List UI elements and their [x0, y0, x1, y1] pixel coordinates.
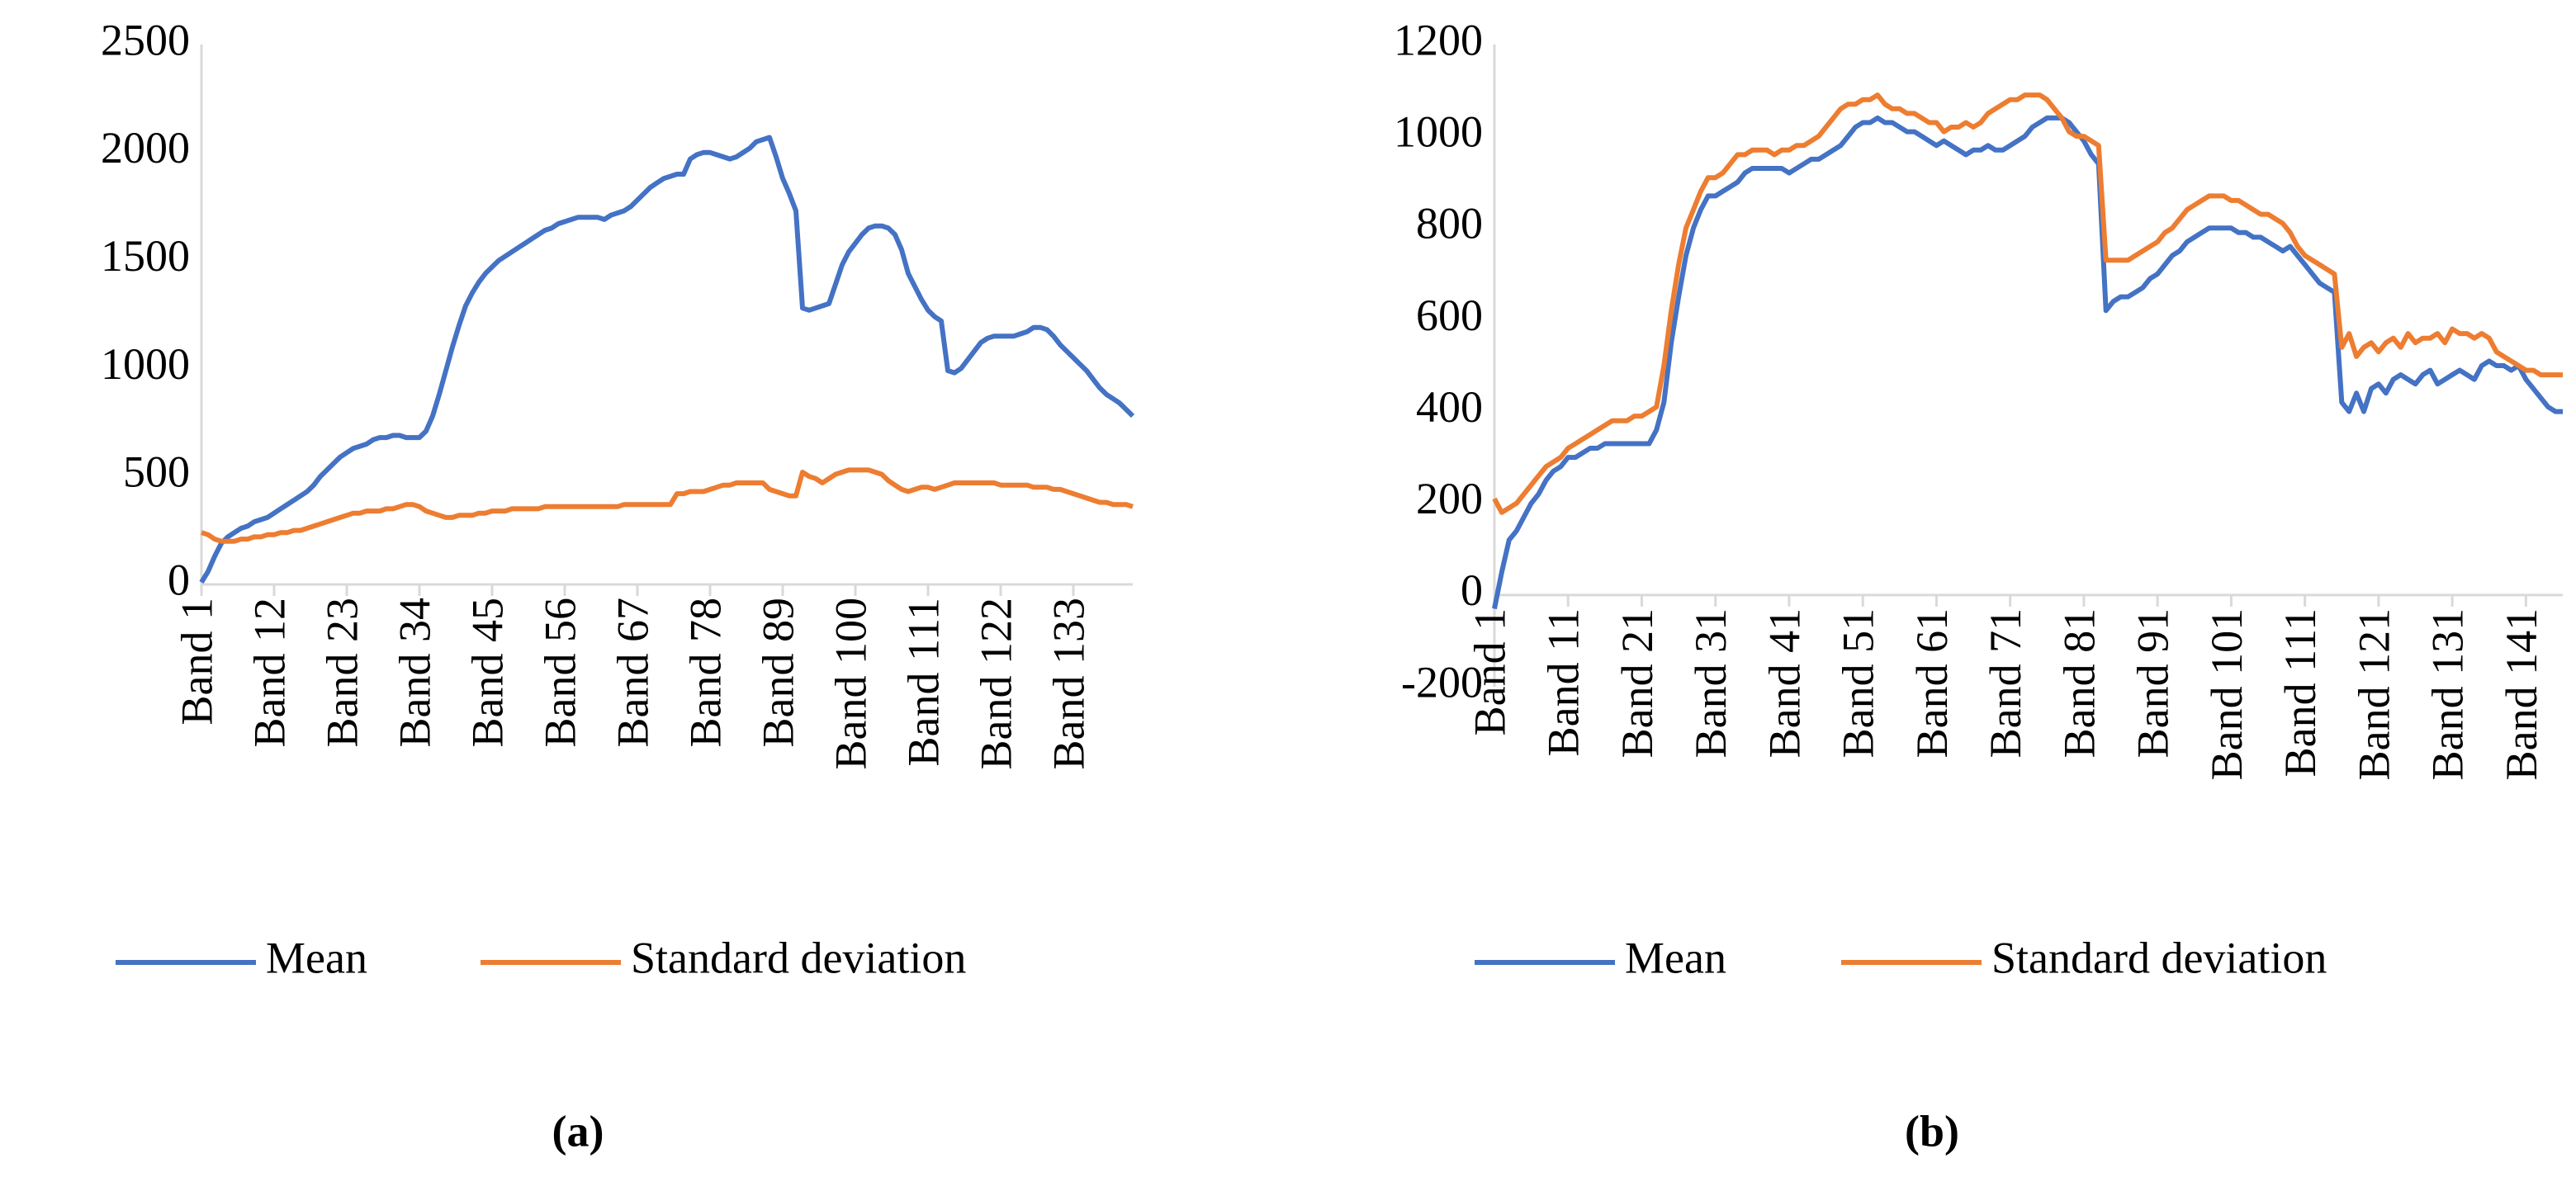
- x-tick-label: Band 131: [2423, 608, 2473, 781]
- x-tick-label: Band 133: [1044, 598, 1093, 770]
- x-tick-label: Band 56: [535, 598, 585, 748]
- y-tick-label: 1000: [101, 339, 190, 389]
- x-tick-label: Band 1: [172, 598, 221, 726]
- y-tick-label: 0: [168, 555, 190, 604]
- x-tick-label: Band 41: [1759, 608, 1809, 759]
- x-tick-label: Band 101: [2202, 608, 2252, 781]
- y-tick-label: 2500: [101, 15, 190, 64]
- x-tick-label: Band 21: [1612, 608, 1662, 759]
- x-tick-label: Band 111: [2275, 608, 2325, 777]
- x-tick-label: Band 31: [1686, 608, 1735, 759]
- y-tick-label: 200: [1416, 474, 1483, 523]
- x-tick-label: Band 141: [2497, 608, 2546, 781]
- y-tick-label: 800: [1416, 199, 1483, 248]
- x-tick-label: Band 71: [1981, 608, 2030, 759]
- data-line: [1492, 115, 2563, 610]
- y-tick-label: 400: [1416, 382, 1483, 432]
- x-tick-label: Band 34: [390, 598, 439, 748]
- x-tick-label: Band 12: [244, 598, 294, 748]
- y-tick-label: 0: [1461, 565, 1483, 615]
- y-tick-label: 2000: [101, 123, 190, 173]
- x-tick-label: Band 11: [1539, 608, 1589, 756]
- x-tick-label: Band 111: [898, 598, 948, 766]
- x-tick-label: Band 23: [317, 598, 367, 748]
- y-tick-label: 1000: [1394, 107, 1483, 157]
- legend-label: Mean: [1625, 933, 1726, 982]
- x-tick-label: Band 91: [2129, 608, 2178, 759]
- x-tick-label: Band 89: [753, 598, 803, 748]
- legend-label: Standard deviation: [631, 933, 966, 982]
- x-tick-label: Band 81: [2054, 608, 2104, 759]
- y-tick-label: 600: [1416, 291, 1483, 340]
- x-tick-label: Band 100: [826, 598, 875, 770]
- y-tick-label: 500: [123, 447, 190, 497]
- y-tick-label: 1200: [1394, 15, 1483, 64]
- panel-label: (a): [552, 1106, 604, 1156]
- x-tick-label: Band 51: [1834, 608, 1883, 759]
- x-tick-label: Band 121: [2349, 608, 2398, 781]
- x-tick-label: Band 78: [680, 598, 730, 748]
- x-tick-label: Band 67: [608, 598, 657, 748]
- legend-label: Mean: [266, 933, 367, 982]
- data-line: [1492, 92, 2563, 515]
- x-tick-label: Band 122: [971, 598, 1020, 770]
- y-tick-label: 1500: [101, 231, 190, 281]
- x-tick-label: Band 45: [462, 598, 512, 748]
- panel-label: (b): [1905, 1106, 1959, 1156]
- x-tick-label: Band 61: [1907, 608, 1957, 759]
- x-tick-label: Band 1: [1465, 608, 1514, 736]
- data-line: [201, 467, 1134, 544]
- y-tick-label: -200: [1401, 657, 1483, 707]
- data-line: [199, 135, 1135, 584]
- legend-label: Standard deviation: [1991, 933, 2327, 982]
